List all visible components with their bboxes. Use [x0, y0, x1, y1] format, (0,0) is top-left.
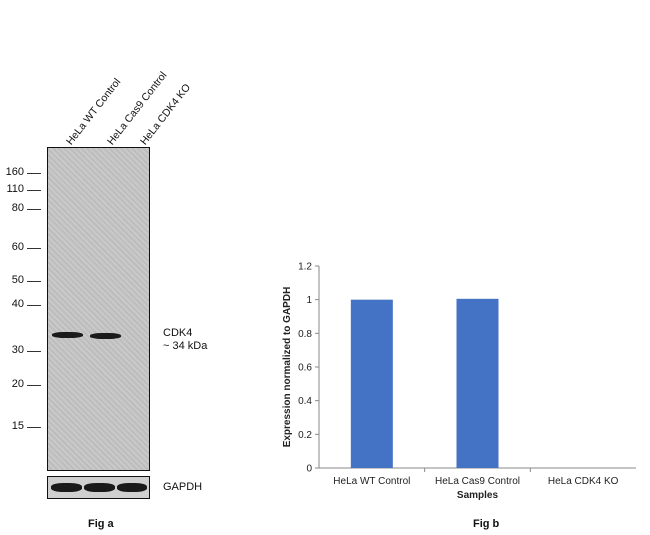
y-tick-label: 0 — [306, 464, 312, 475]
mw-label-15: 15 — [11, 420, 24, 432]
bar — [456, 298, 499, 468]
x-tick-label: HeLa Cas9 Control — [435, 476, 520, 487]
band-gapdh-lane-2 — [84, 483, 115, 492]
y-tick-label: 0.2 — [298, 430, 312, 441]
fig-a-caption: Fig a — [88, 518, 114, 530]
mw-tick-160 — [27, 173, 41, 174]
band-gapdh-lane-3 — [117, 483, 147, 492]
target-size-label: ~ 34 kDa — [163, 340, 208, 352]
mw-tick-110 — [27, 190, 41, 191]
y-tick-label: 1.2 — [298, 262, 312, 273]
mw-tick-20 — [27, 385, 41, 386]
mw-label-160: 160 — [5, 166, 24, 178]
band-cdk4-lane-2 — [90, 333, 121, 339]
y-tick-label: 0.4 — [298, 396, 312, 407]
band-gapdh-lane-1 — [51, 483, 82, 492]
mw-tick-50 — [27, 281, 41, 282]
mw-tick-40 — [27, 305, 41, 306]
mw-tick-60 — [27, 248, 41, 249]
bar — [350, 299, 393, 468]
x-tick-label: HeLa WT Control — [333, 476, 410, 487]
y-tick-label: 0.8 — [298, 329, 312, 340]
fig-b-caption: Fig b — [473, 518, 500, 530]
target-label: CDK4 — [163, 327, 193, 339]
mw-tick-30 — [27, 351, 41, 352]
mw-label-40: 40 — [11, 298, 24, 310]
x-axis-title: Samples — [457, 490, 499, 501]
chart-plot-area: 0 0.2 0.4 0.6 0.8 1 1.2 HeLa WT Control HeLa Cas… — [282, 262, 636, 501]
mw-label-110: 110 — [6, 183, 24, 195]
mw-label-20: 20 — [11, 378, 24, 390]
blot-main — [47, 147, 150, 471]
mw-label-60: 60 — [11, 241, 24, 253]
y-tick-label: 1 — [306, 295, 312, 306]
mw-label-80: 80 — [11, 202, 24, 214]
mw-tick-15 — [27, 427, 41, 428]
y-tick-label: 0.6 — [298, 363, 312, 374]
blot-gapdh — [47, 476, 150, 499]
mw-tick-80 — [27, 209, 41, 210]
x-tick-label: HeLa CDK4 KO — [548, 476, 619, 487]
mw-label-30: 30 — [11, 344, 24, 356]
mw-label-50: 50 — [11, 274, 24, 286]
y-axis-title: Expression normalized to GAPDH — [282, 287, 293, 448]
band-cdk4-lane-1 — [52, 332, 83, 338]
loading-control-label: GAPDH — [163, 481, 203, 493]
